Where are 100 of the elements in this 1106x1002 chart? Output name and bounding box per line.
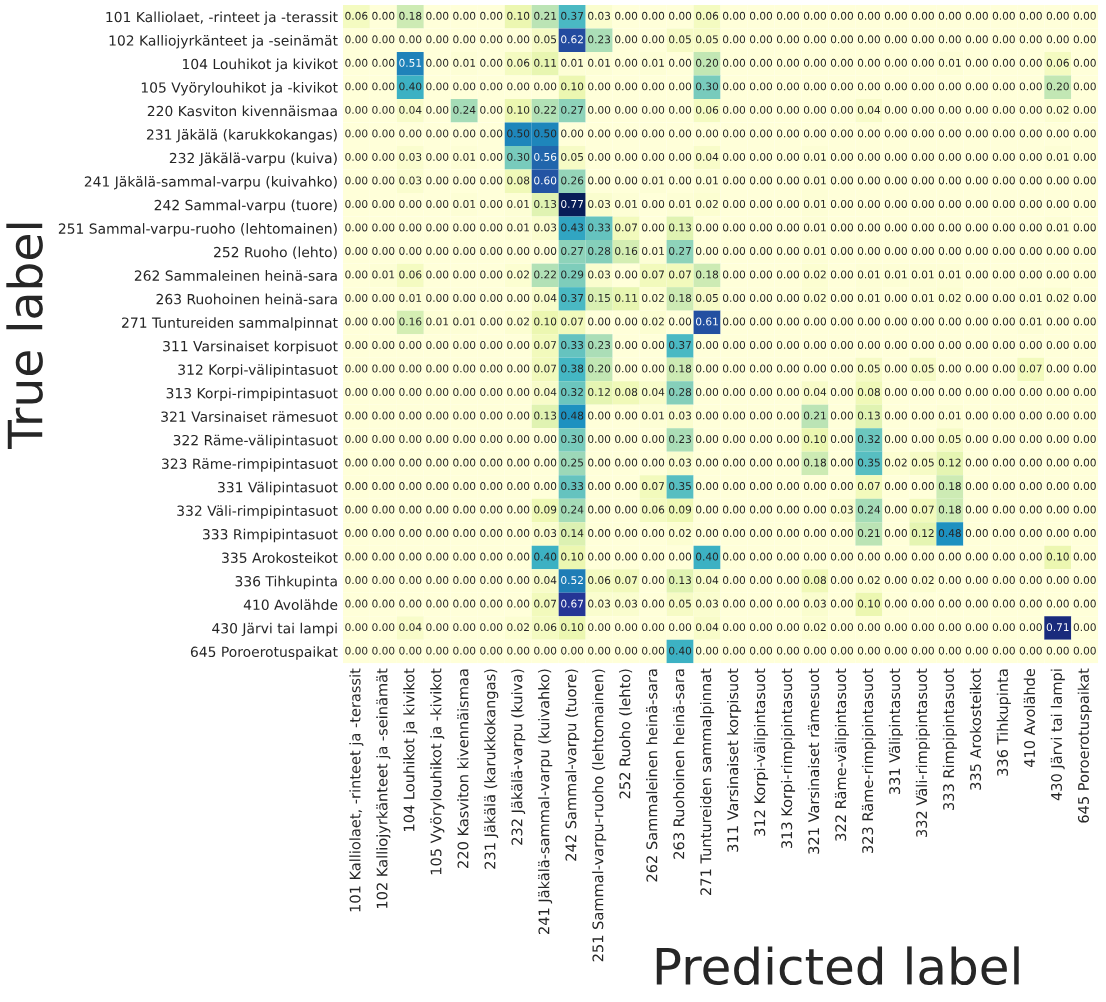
data-label: 0.00 [345, 246, 368, 255]
data-label: 0.00 [1019, 388, 1042, 397]
data-label: 0.00 [426, 505, 449, 514]
data-label: 0.00 [480, 623, 503, 632]
data-label: 0.07 [669, 270, 691, 279]
data-label: 0.01 [1046, 152, 1069, 161]
data-label: 0.00 [345, 152, 368, 161]
y-tick-label: 231 Jäkälä (karukkokangas) [146, 129, 337, 143]
data-label: 0.00 [911, 129, 934, 138]
data-label: 0.00 [507, 82, 530, 91]
data-label: 0.00 [561, 646, 584, 655]
data-label: 0.03 [399, 152, 422, 161]
data-label: 0.00 [830, 458, 854, 467]
data-label: 0.48 [561, 411, 584, 420]
data-label: 0.00 [426, 82, 449, 91]
y-tick-label: 335 Arokosteikot [222, 552, 338, 563]
data-label: 0.00 [372, 364, 395, 373]
data-label: 0.00 [399, 576, 422, 585]
y-tick-label: 332 Väli-rimpipintasuot [177, 505, 338, 519]
data-label: 0.00 [507, 552, 530, 561]
data-label: 0.00 [884, 176, 907, 185]
data-label: 0.00 [669, 176, 692, 185]
data-label: 0.00 [615, 505, 638, 514]
data-label: 0.00 [803, 82, 827, 91]
y-tick-label: 312 Korpi-välipintasuot [178, 364, 338, 378]
data-label: 0.00 [480, 646, 503, 655]
data-label: 0.40 [534, 552, 557, 561]
data-label: 0.20 [696, 58, 719, 67]
data-label: 0.16 [615, 246, 638, 255]
data-label: 0.20 [1046, 82, 1069, 91]
data-label: 0.00 [857, 152, 880, 161]
data-label: 0.00 [426, 293, 449, 302]
data-label: 0.00 [696, 646, 719, 655]
data-label: 0.03 [803, 599, 826, 608]
data-label: 0.00 [615, 364, 638, 373]
data-label: 0.00 [803, 482, 827, 491]
data-label: 0.00 [1073, 529, 1096, 538]
data-label: 0.00 [722, 58, 746, 67]
data-label: 0.00 [453, 341, 476, 349]
data-label: 0.00 [965, 11, 988, 20]
data-label: 0.00 [1073, 129, 1096, 138]
data-label: 0.00 [722, 317, 746, 326]
data-label: 0.27 [561, 246, 584, 255]
data-label: 0.03 [669, 411, 691, 420]
data-label: 0.00 [911, 599, 934, 608]
data-label: 0.00 [938, 152, 961, 161]
data-label: 0.07 [642, 482, 664, 491]
data-label: 0.00 [372, 458, 395, 467]
data-label: 0.00 [749, 435, 773, 444]
data-label: 0.03 [615, 599, 638, 608]
data-label: 0.03 [588, 599, 611, 608]
data-label: 0.07 [534, 599, 557, 608]
data-label: 0.00 [507, 576, 530, 585]
data-label: 0.00 [372, 199, 395, 208]
data-label: 0.00 [830, 105, 854, 114]
data-label: 0.00 [669, 11, 692, 20]
data-label: 0.00 [372, 599, 395, 608]
data-label: 0.00 [426, 35, 449, 44]
data-label: 0.00 [1019, 482, 1042, 491]
data-label: 0.00 [749, 599, 773, 608]
data-label: 0.00 [1019, 646, 1042, 655]
data-label: 0.00 [722, 529, 746, 538]
data-label: 0.00 [1073, 199, 1096, 208]
data-label: 0.00 [426, 552, 449, 561]
data-label: 0.00 [911, 35, 934, 44]
data-label: 0.01 [642, 176, 664, 185]
data-label: 0.08 [803, 576, 827, 585]
data-label: 0.00 [938, 552, 961, 561]
data-label: 0.00 [857, 623, 880, 632]
data-label: 0.01 [803, 223, 826, 232]
data-label: 0.07 [911, 505, 934, 514]
data-label: 0.03 [534, 223, 557, 232]
data-label: 0.00 [480, 529, 503, 538]
data-label: 0.00 [426, 223, 449, 232]
data-label: 0.00 [722, 458, 746, 467]
data-label: 0.00 [965, 317, 988, 326]
data-label: 0.04 [642, 388, 665, 397]
data-label: 0.00 [453, 435, 476, 444]
data-label: 0.00 [722, 199, 746, 208]
data-label: 0.00 [372, 223, 395, 232]
y-tick-label: 251 Sammal-varpu-ruoho (lehtomainen) [58, 223, 337, 237]
data-label: 0.00 [372, 529, 395, 538]
data-label: 0.00 [1073, 505, 1096, 514]
data-label: 0.00 [588, 646, 611, 655]
data-label: 0.00 [749, 35, 773, 44]
data-label: 0.00 [776, 58, 800, 67]
data-label: 0.00 [426, 129, 449, 138]
data-label: 0.00 [399, 458, 422, 467]
data-label: 0.61 [696, 317, 718, 326]
x-tick-label: 242 Sammal-varpu (tuore) [565, 669, 580, 861]
data-label: 0.06 [1046, 58, 1069, 67]
data-label: 0.01 [857, 293, 880, 302]
data-label: 0.00 [1073, 646, 1096, 655]
data-label: 0.00 [911, 223, 934, 232]
data-label: 0.00 [911, 317, 934, 326]
data-label: 0.06 [696, 105, 719, 114]
data-label: 0.00 [534, 458, 557, 467]
data-label: 0.00 [453, 129, 476, 138]
data-label: 0.00 [965, 435, 988, 444]
data-label: 0.00 [776, 599, 800, 608]
